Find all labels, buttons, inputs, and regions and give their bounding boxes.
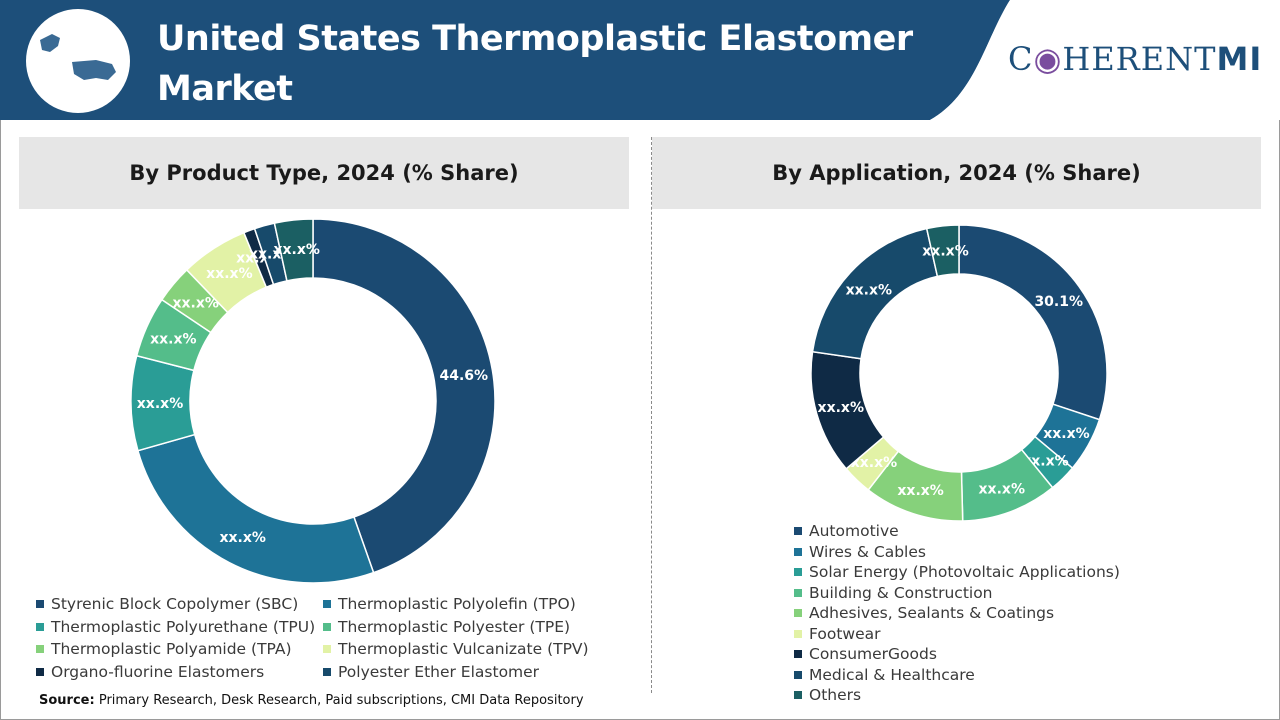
- slice-label: 30.1%: [1034, 294, 1083, 310]
- slice-label: xx.x%: [219, 530, 265, 546]
- legend-item: Thermoplastic Polyamide (TPA): [36, 639, 323, 660]
- donut-slice: [273, 218, 314, 282]
- donut-slice: [312, 218, 496, 574]
- slice-label: xx.x%: [922, 244, 968, 260]
- slice-label: xx.x%: [818, 400, 864, 416]
- slice-label: xx.x%: [273, 242, 319, 258]
- slice-label: xx.x%: [979, 481, 1025, 497]
- legend-label: Others: [809, 686, 862, 705]
- logo-globe-icon: ◉: [1033, 40, 1063, 78]
- donut-slice: [925, 224, 960, 278]
- legend-label: Thermoplastic Polyester (TPE): [338, 617, 571, 636]
- slice-label: xx.x%: [150, 331, 196, 347]
- legend-label: Thermoplastic Vulcanizate (TPV): [338, 640, 589, 659]
- legend-label: Thermoplastic Polyolefin (TPO): [338, 595, 576, 614]
- legend-swatch: [794, 670, 802, 679]
- legend-label: Building & Construction: [809, 583, 993, 602]
- right-panel-title: By Application, 2024 (% Share): [652, 137, 1261, 209]
- header-banner: United States Thermoplastic Elastomer Ma…: [0, 0, 1280, 120]
- slice-label: xx.x%: [897, 483, 943, 499]
- legend-item: Adhesives, Sealants & Coatings: [794, 603, 1120, 624]
- legend-item: Thermoplastic Polyester (TPE): [323, 617, 623, 638]
- legend-swatch: [36, 667, 44, 676]
- legend-label: Polyester Ether Elastomer: [338, 662, 540, 681]
- legend-item: Organo-fluorine Elastomers: [36, 662, 323, 683]
- legend-swatch: [794, 650, 802, 659]
- legend-item: Solar Energy (Photovoltaic Applications): [794, 562, 1120, 583]
- us-map-icon: [40, 34, 116, 80]
- page-title: United States Thermoplastic Elastomer Ma…: [157, 19, 913, 109]
- left-panel-title: By Product Type, 2024 (% Share): [19, 137, 629, 209]
- left-legend: Styrenic Block Copolymer (SBC) Thermoplas…: [36, 594, 636, 682]
- legend-item: Thermoplastic Vulcanizate (TPV): [323, 639, 623, 660]
- legend-swatch: [794, 691, 802, 700]
- legend-swatch: [36, 600, 44, 609]
- legend-swatch: [323, 667, 331, 676]
- slice-label: xx.x%: [206, 266, 252, 282]
- slice-label: xx.x%: [173, 296, 219, 312]
- donut-slice: [958, 224, 1108, 421]
- slice-label: xx.x%: [851, 455, 897, 471]
- legend-item: Footwear: [794, 624, 1120, 645]
- legend-label: Styrenic Block Copolymer (SBC): [51, 595, 299, 614]
- legend-label: ConsumerGoods: [809, 645, 937, 664]
- right-legend: Automotive Wires & Cables Solar Energy (Ph…: [794, 521, 1120, 706]
- legend-item: Automotive: [794, 521, 1120, 542]
- legend-swatch: [794, 527, 802, 536]
- legend-swatch: [323, 622, 331, 631]
- legend-label: Organo-fluorine Elastomers: [51, 662, 265, 681]
- legend-swatch: [36, 622, 44, 631]
- slice-label: xx.x%: [137, 396, 183, 412]
- legend-label: Thermoplastic Polyamide (TPA): [51, 640, 292, 659]
- company-logo: C◉HERENTMI: [1008, 40, 1263, 78]
- legend-swatch: [794, 568, 802, 577]
- legend-item: Wires & Cables: [794, 542, 1120, 563]
- legend-swatch: [794, 609, 802, 618]
- legend-label: Footwear: [809, 624, 881, 643]
- donut-slice: [136, 433, 375, 584]
- legend-item: Styrenic Block Copolymer (SBC): [36, 594, 323, 615]
- legend-swatch: [794, 588, 802, 597]
- source-note: Source: Primary Research, Desk Research,…: [39, 693, 584, 708]
- legend-item: Building & Construction: [794, 583, 1120, 604]
- slice-label: xx.x%: [846, 282, 892, 298]
- legend-label: Solar Energy (Photovoltaic Applications): [809, 563, 1120, 582]
- panel-divider: [651, 137, 652, 693]
- legend-label: Thermoplastic Polyurethane (TPU): [51, 617, 316, 636]
- legend-label: Adhesives, Sealants & Coatings: [809, 604, 1055, 623]
- legend-swatch: [36, 645, 44, 654]
- legend-item: ConsumerGoods: [794, 644, 1120, 665]
- slice-label: 44.6%: [440, 368, 489, 384]
- legend-swatch: [323, 645, 331, 654]
- legend-item: Medical & Healthcare: [794, 665, 1120, 686]
- legend-swatch: [794, 547, 802, 556]
- slice-label: xx.x%: [1043, 426, 1089, 442]
- legend-item: Thermoplastic Polyolefin (TPO): [323, 594, 623, 615]
- legend-swatch: [323, 600, 331, 609]
- legend-item: Others: [794, 685, 1120, 706]
- legend-label: Automotive: [809, 522, 899, 541]
- header-background: [0, 0, 1280, 120]
- legend-item: Polyester Ether Elastomer: [323, 662, 623, 683]
- legend-item: Thermoplastic Polyurethane (TPU): [36, 617, 323, 638]
- legend-label: Wires & Cables: [809, 542, 926, 561]
- legend-label: Medical & Healthcare: [809, 665, 975, 684]
- legend-swatch: [794, 629, 802, 638]
